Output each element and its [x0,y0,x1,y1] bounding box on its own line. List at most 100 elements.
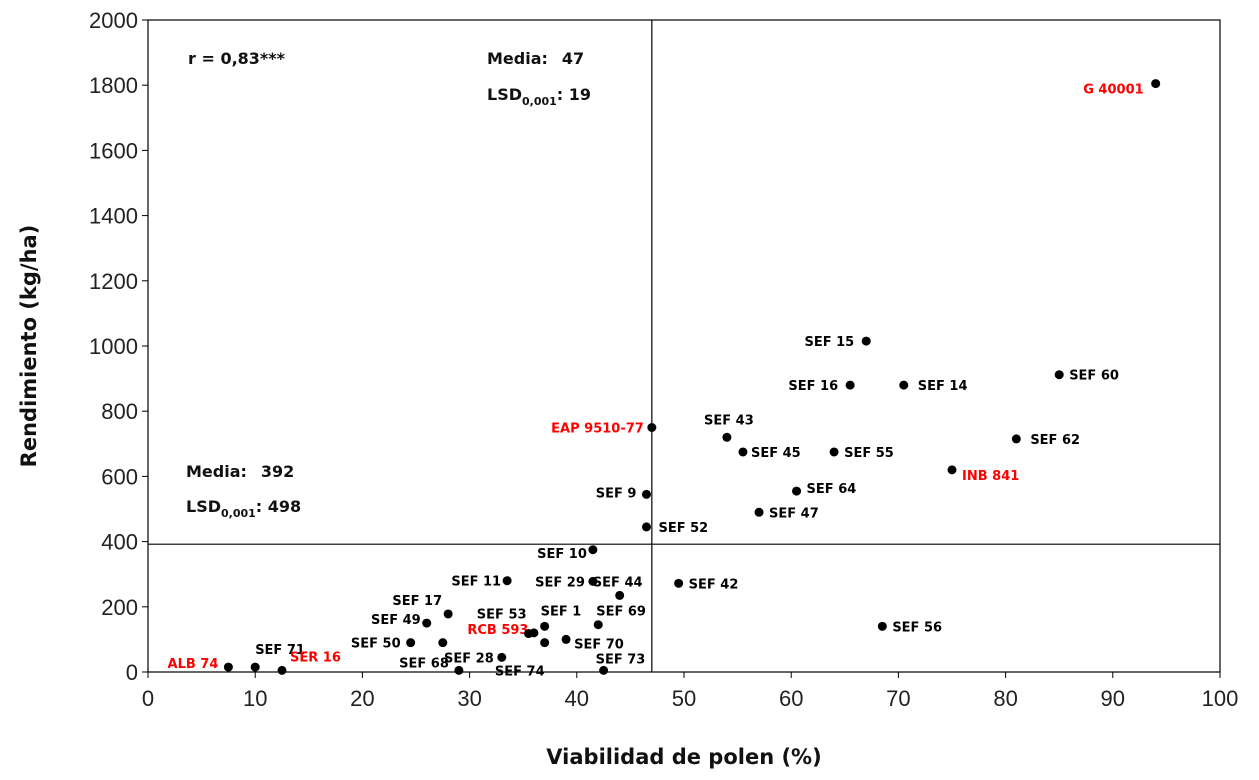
data-point-label: SEF 62 [1030,433,1080,448]
x-tick-label: 20 [350,686,374,711]
data-point-label: ALB 74 [168,657,219,672]
data-point [1151,79,1161,89]
data-point-label: SEF 28 [444,651,494,666]
data-point-label: SEF 50 [351,637,401,652]
y-tick-label: 1400 [89,204,138,229]
x-tick-label: 90 [1101,686,1125,711]
reference-lines [148,20,1220,672]
x-tick-label: 60 [779,686,803,711]
data-point [845,380,855,390]
data-point [443,609,453,619]
y-tick-label: 200 [101,595,138,620]
data-point-label: RCB 593 [467,623,528,638]
x-tick-label: 40 [565,686,589,711]
data-point-label: SEF 68 [399,656,449,671]
data-point-label: SEF 9 [596,486,637,501]
data-point [422,618,432,628]
data-point [792,486,802,496]
data-point-label: INB 841 [962,469,1019,484]
data-point-label: SEF 44 [593,575,643,590]
data-point [829,447,839,457]
x-tick-label: 70 [886,686,910,711]
data-point-label: SEF 53 [477,608,527,623]
data-point-label: SEF 55 [844,446,894,461]
x-tick-label: 80 [993,686,1017,711]
data-point [877,621,887,631]
data-point [641,489,651,499]
data-point [754,507,764,517]
data-point [1011,434,1021,444]
data-point-label: EAP 9510-77 [551,422,644,437]
y-tick-label: 1200 [89,269,138,294]
y-lsd-annotation: LSD0,001: 498 [186,497,301,520]
data-point-label: SEF 45 [751,446,801,461]
correlation-annotation: r = 0,83*** [188,49,286,68]
data-point-label: SEF 11 [451,575,501,590]
data-point-label: SEF 49 [371,613,421,628]
data-point [899,380,909,390]
x-axis-ticks: 0 10 20 30 40 50 60 70 80 90 100 [142,672,1238,711]
data-point [497,652,507,662]
x-axis-title: Viabilidad de polen (%) [546,745,821,769]
data-point [561,634,571,644]
x-tick-label: 0 [142,686,154,711]
y-axis-ticks: 0 200 400 600 800 1000 1200 1400 1600 1800 2000 [89,8,148,685]
y-mean-annotation: Media: 392 [186,462,294,481]
data-point [674,578,684,588]
y-axis-title: Rendimiento (kg/ha) [17,225,41,468]
data-point [647,423,657,432]
y-tick-label: 400 [101,530,138,555]
data-point-label: SEF 70 [574,637,624,652]
y-tick-label: 1000 [89,334,138,359]
x-tick-label: 100 [1202,686,1239,711]
data-point-label: SEF 43 [704,413,754,428]
x-tick-label: 50 [672,686,696,711]
data-point-label: SEF 64 [807,482,857,497]
data-point-label: SEF 73 [596,652,646,667]
data-point-label: SEF 10 [537,547,587,562]
data-point [641,522,651,532]
data-point-label: SEF 56 [892,620,942,635]
data-point [722,432,732,442]
data-point-label: SEF 16 [788,379,838,394]
data-point [861,336,871,346]
data-point-label: SEF 15 [804,335,854,350]
x-lsd-annotation: LSD0,001: 19 [487,85,591,108]
data-point-label: SEF 69 [596,605,646,620]
data-point [454,665,464,675]
data-point [250,662,260,672]
data-point-label: SEF 74 [495,665,545,680]
data-point-label: SEF 1 [541,604,582,619]
data-point [593,620,603,630]
y-tick-label: 0 [126,660,138,685]
data-point-label: SEF 42 [689,577,739,592]
data-point [615,590,625,600]
data-point-label: SEF 17 [392,594,442,609]
data-point [406,638,416,648]
y-tick-label: 1800 [89,73,138,98]
data-point [738,447,748,457]
y-tick-label: 600 [101,464,138,489]
x-tick-label: 10 [243,686,267,711]
data-point-label: SEF 47 [769,506,819,521]
y-tick-label: 1600 [89,138,138,163]
data-points: G 40001 SEF 15 SEF 60 SEF 16 SEF 14 EAP 9510-… [168,79,1161,680]
data-point [524,629,534,639]
data-point [438,638,448,648]
data-point [502,576,512,586]
data-point [599,665,609,675]
data-point [947,465,957,475]
x-tick-label: 30 [457,686,481,711]
data-point-label: SEF 29 [535,575,585,590]
data-point-label: SEF 52 [658,521,708,536]
data-point [588,545,598,555]
data-point [1054,370,1064,380]
plot-area [147,19,1221,673]
y-tick-label: 2000 [89,8,138,33]
y-tick-label: 800 [101,399,138,424]
data-point-label: SER 16 [290,650,341,665]
data-point [277,665,287,675]
x-mean-annotation: Media: 47 [487,49,584,68]
data-point-label: SEF 71 [255,643,305,658]
